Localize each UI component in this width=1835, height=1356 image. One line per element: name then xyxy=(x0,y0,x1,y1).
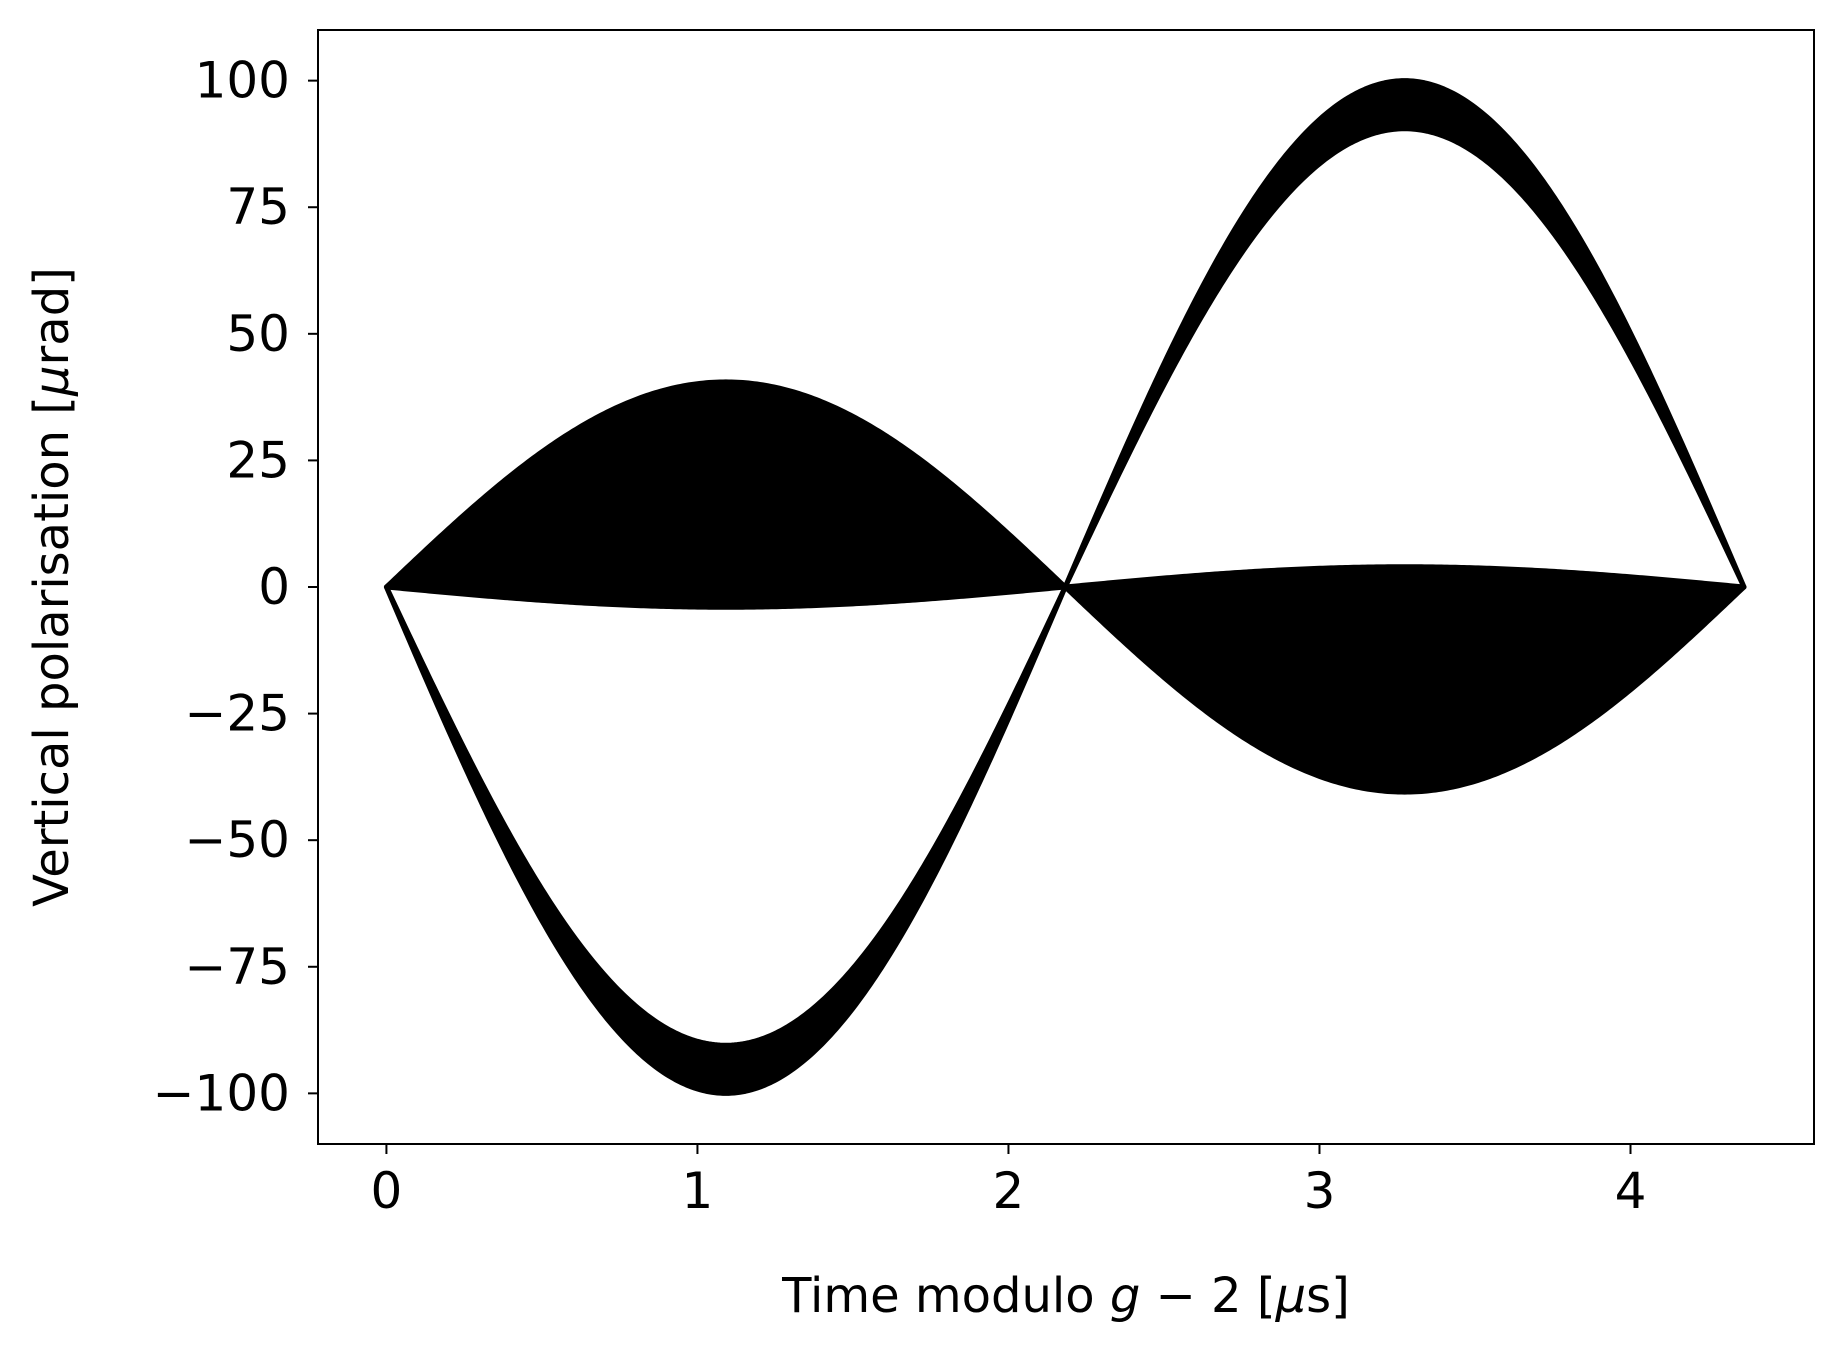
x-axis-ticks: 0 1 2 3 4 xyxy=(371,1144,1647,1220)
y-axis-ticks: 100 75 50 25 0 −25 −50 −75 −100 xyxy=(153,52,318,1122)
x-axis-label: Time modulo g − 2 [μs] xyxy=(781,1268,1350,1324)
y-tick-label: −75 xyxy=(184,938,290,996)
y-tick-label: −50 xyxy=(184,811,290,869)
x-tick-label: 3 xyxy=(1304,1162,1336,1220)
x-tick-label: 2 xyxy=(993,1162,1025,1220)
axis-label-part: s] xyxy=(1306,1268,1350,1324)
y-tick-label: −25 xyxy=(184,685,290,743)
y-tick-label: −100 xyxy=(153,1064,290,1122)
x-tick-label: 4 xyxy=(1615,1162,1647,1220)
axis-label-part: μ xyxy=(1275,1268,1307,1324)
axis-label-part: g xyxy=(1110,1268,1140,1324)
y-tick-label: 0 xyxy=(258,558,290,616)
axis-label-part: μ xyxy=(24,365,80,397)
y-axis-label: Vertical polarisation [μrad] xyxy=(24,267,80,907)
axis-label-part: Time modulo xyxy=(781,1268,1110,1324)
x-tick-label: 1 xyxy=(682,1162,714,1220)
y-tick-label: 75 xyxy=(226,178,290,236)
y-tick-label: 100 xyxy=(195,52,290,110)
y-tick-label: 50 xyxy=(226,305,290,363)
axis-label-part: Vertical polarisation [ xyxy=(24,396,80,907)
y-tick-label: 25 xyxy=(226,431,290,489)
series-band-4 xyxy=(1062,78,1747,590)
data-layer xyxy=(383,78,1747,1096)
axis-label-part: − 2 [ xyxy=(1140,1268,1275,1324)
x-tick-label: 0 xyxy=(371,1162,403,1220)
axis-label-part: rad] xyxy=(24,267,80,365)
